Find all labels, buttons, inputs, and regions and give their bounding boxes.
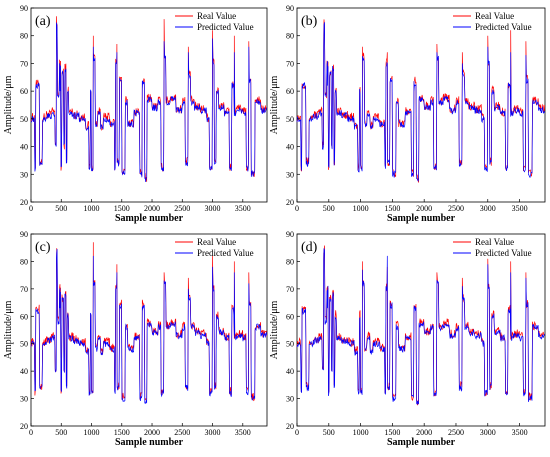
y-tick-label: 20 (286, 422, 294, 431)
y-tick-label: 60 (20, 87, 28, 96)
x-tick-label: 2000 (144, 204, 160, 213)
x-axis-label: Sample number (115, 437, 184, 448)
x-tick-label: 1500 (114, 428, 130, 437)
y-tick-label: 90 (20, 230, 28, 239)
x-tick-label: 1000 (353, 204, 369, 213)
x-tick-label: 2500 (448, 428, 464, 437)
x-axis-label: Sample number (387, 213, 456, 224)
y-tick-label: 40 (286, 143, 294, 152)
x-tick-label: 0 (29, 428, 33, 437)
y-tick-label: 70 (20, 59, 28, 68)
y-tick-label: 40 (20, 143, 28, 152)
x-tick-label: 500 (55, 204, 67, 213)
plot-area (30, 233, 268, 427)
x-tick-label: 1000 (84, 428, 100, 437)
x-tick-label: 0 (29, 204, 33, 213)
y-tick-label: 40 (286, 367, 294, 376)
chart-panel-a: 0 500 1000 1500 2000 2500 3000 3500 20 30 40 50 60 70… (3, 4, 268, 224)
series-line-predicted (296, 22, 546, 182)
y-tick-label: 80 (286, 32, 294, 41)
legend-label-predicted: Predicted Value (475, 22, 532, 32)
x-tick-label: 3000 (480, 204, 496, 213)
panel-label: (d) (301, 240, 318, 255)
y-axis-label: Amplitude/μm (269, 300, 280, 359)
x-tick-label: 2000 (416, 204, 432, 213)
y-tick-label: 20 (286, 198, 294, 207)
x-tick-label: 3500 (235, 204, 251, 213)
y-tick-label: 30 (20, 395, 28, 404)
y-tick-label: 50 (286, 340, 294, 349)
y-tick-label: 90 (286, 4, 294, 13)
x-tick-label: 1000 (84, 204, 100, 213)
legend-label-real: Real Value (475, 237, 514, 247)
y-tick-label: 90 (286, 230, 294, 239)
legend-label-predicted: Predicted Value (475, 248, 532, 258)
x-axis-label: Sample number (387, 437, 456, 448)
x-tick-label: 2500 (174, 204, 190, 213)
y-axis-label: Amplitude/μm (269, 75, 280, 134)
y-tick-label: 60 (20, 312, 28, 321)
y-tick-label: 70 (20, 285, 28, 294)
x-tick-label: 3000 (205, 204, 221, 213)
x-tick-label: 2000 (416, 428, 432, 437)
chart-panel-b: 0 500 1000 1500 2000 2500 3000 3500 20 30 40 50 60 70… (269, 4, 546, 224)
y-tick-label: 90 (20, 4, 28, 13)
x-axis-label: Sample number (115, 213, 184, 224)
x-tick-label: 2000 (144, 428, 160, 437)
x-tick-label: 1000 (353, 428, 369, 437)
y-tick-label: 80 (20, 32, 28, 41)
plot-area (30, 7, 268, 203)
x-tick-label: 1500 (384, 204, 400, 213)
y-tick-label: 70 (286, 285, 294, 294)
y-tick-label: 60 (286, 87, 294, 96)
panel-label: (c) (35, 240, 51, 255)
y-tick-label: 80 (286, 257, 294, 266)
x-tick-label: 500 (323, 428, 335, 437)
plot-area (296, 7, 546, 203)
y-tick-label: 20 (20, 198, 28, 207)
x-tick-label: 3500 (512, 204, 528, 213)
panel-label: (a) (35, 14, 51, 29)
x-tick-label: 0 (295, 204, 299, 213)
legend-label-predicted: Predicted Value (197, 22, 254, 32)
x-tick-label: 1500 (384, 428, 400, 437)
y-tick-label: 20 (20, 422, 28, 431)
x-tick-label: 500 (323, 204, 335, 213)
series-line-predicted (30, 22, 268, 182)
legend-label-real: Real Value (475, 11, 514, 21)
x-tick-label: 1500 (114, 204, 130, 213)
y-tick-label: 40 (20, 367, 28, 376)
chart-panel-d: 0 500 1000 1500 2000 2500 3000 3500 20 30 40 50 60 70… (269, 230, 546, 448)
legend-label-real: Real Value (197, 237, 236, 247)
x-tick-label: 3000 (205, 428, 221, 437)
chart-panel-c: 0 500 1000 1500 2000 2500 3000 3500 20 30 40 50 60 70… (3, 230, 268, 448)
y-tick-label: 50 (20, 340, 28, 349)
x-tick-label: 500 (55, 428, 67, 437)
y-axis-label: Amplitude/μm (3, 75, 14, 134)
series-line-predicted (296, 248, 546, 406)
y-tick-label: 60 (286, 312, 294, 321)
x-tick-label: 3500 (512, 428, 528, 437)
y-tick-label: 30 (20, 170, 28, 179)
y-tick-label: 50 (20, 115, 28, 124)
legend-label-real: Real Value (197, 11, 236, 21)
series-line-real (30, 242, 268, 402)
y-tick-label: 70 (286, 59, 294, 68)
x-tick-label: 3500 (235, 428, 251, 437)
x-tick-label: 0 (295, 428, 299, 437)
legend-label-predicted: Predicted Value (197, 248, 254, 258)
y-tick-label: 30 (286, 395, 294, 404)
series-line-predicted (30, 249, 268, 405)
y-tick-label: 80 (20, 257, 28, 266)
y-tick-label: 30 (286, 170, 294, 179)
y-axis-label: Amplitude/μm (3, 300, 14, 359)
y-tick-label: 50 (286, 115, 294, 124)
x-tick-label: 2500 (448, 204, 464, 213)
plot-area (296, 233, 546, 427)
x-tick-label: 3000 (480, 428, 496, 437)
x-tick-label: 2500 (174, 428, 190, 437)
panel-label: (b) (301, 14, 318, 29)
